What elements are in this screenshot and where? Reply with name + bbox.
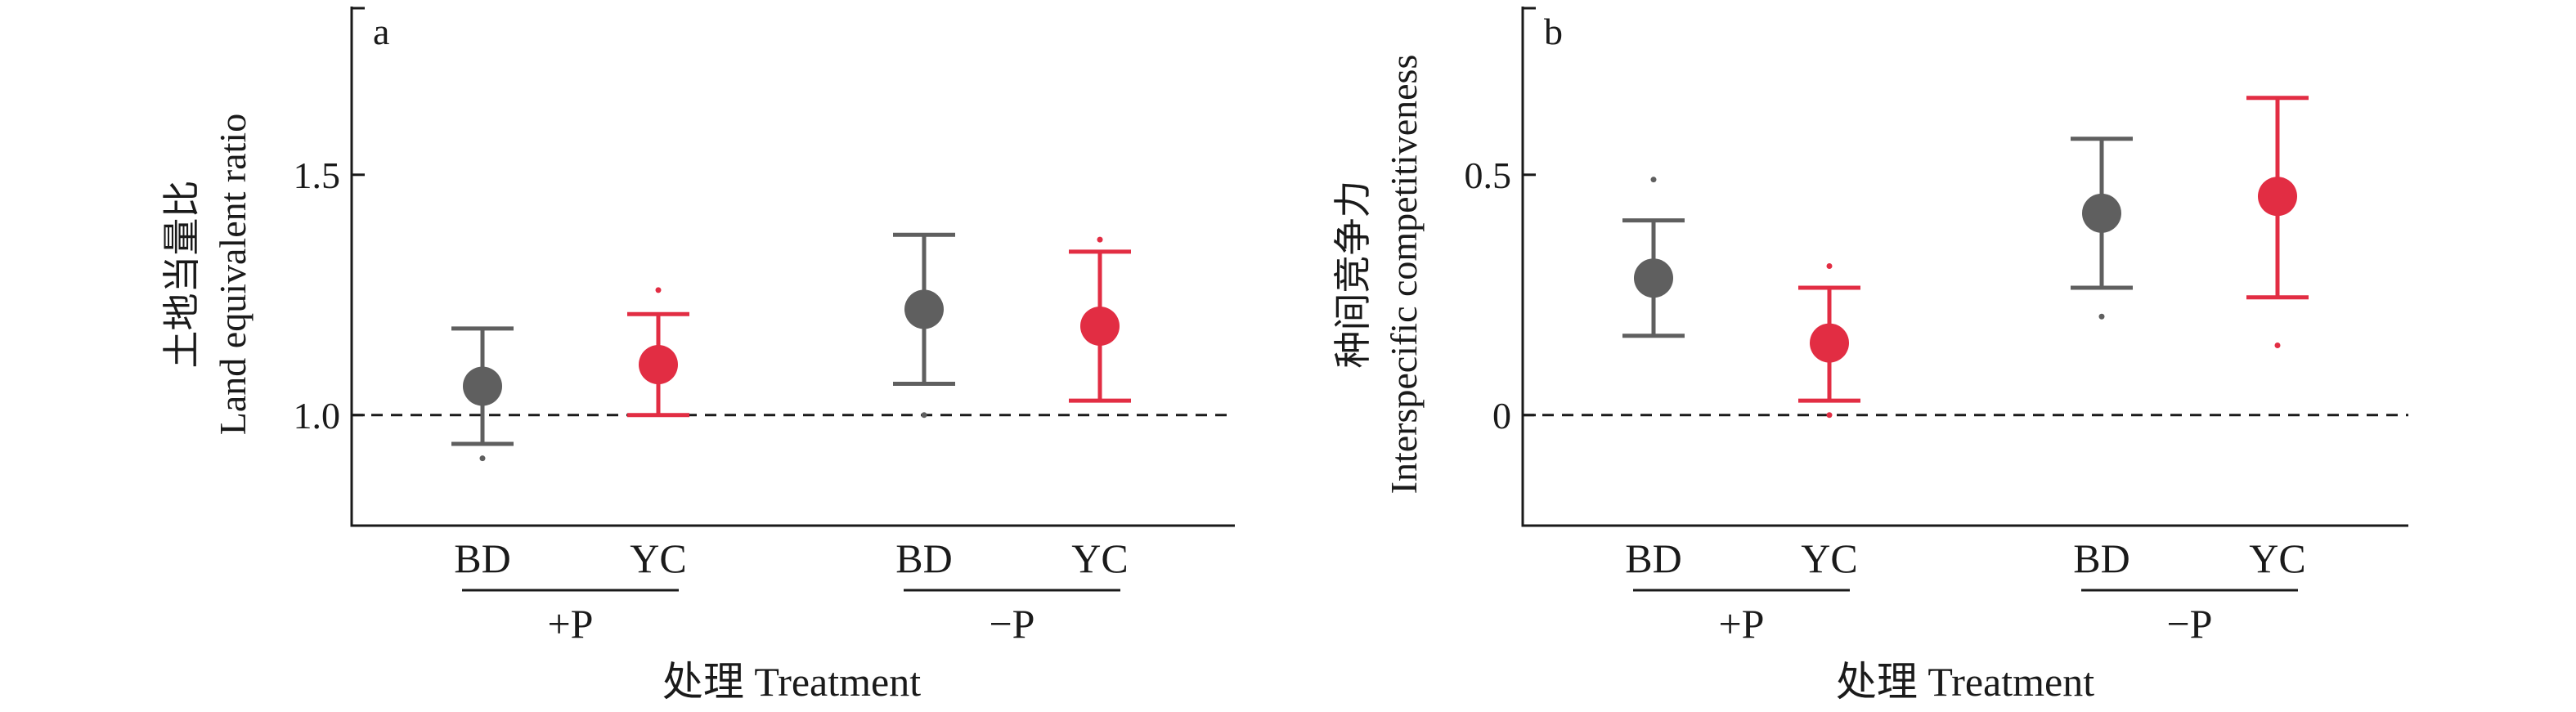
chart-panel-b: 0 0.5 b 种间竞争力 Interspecific competitiveness B… (1332, 7, 2408, 705)
axis-frame (1521, 7, 2408, 527)
category-label: YC (630, 535, 686, 581)
mean-marker (2258, 177, 2297, 217)
outlier-dot (921, 412, 927, 419)
outlier-dot (479, 455, 486, 462)
group-label: −P (2166, 601, 2212, 647)
category-label: BD (895, 535, 952, 581)
outlier-dot (2098, 313, 2105, 320)
data-point (2071, 137, 2133, 320)
panel-label: a (373, 11, 389, 52)
data-point (627, 287, 689, 418)
mean-marker (1810, 323, 1849, 363)
y-axis-label-cn: 种间竞争力 (1332, 181, 1374, 369)
mean-marker (2082, 193, 2121, 233)
category-label: YC (1801, 535, 1857, 581)
mean-marker (904, 289, 944, 329)
data-point (1798, 263, 1860, 419)
data-point (893, 232, 955, 419)
category-label: BD (454, 535, 510, 581)
data-point (1622, 177, 1685, 338)
y-tick-label: 1.5 (294, 154, 341, 196)
data-point (1069, 236, 1131, 403)
mean-marker (1080, 306, 1120, 346)
data-point (2246, 96, 2309, 349)
group-label: +P (1718, 601, 1764, 647)
outlier-dot (1650, 177, 1657, 183)
mean-marker (639, 345, 678, 385)
chart-panel-a: 1.0 1.5 a 土地当量比 Land equivalent ratio BD YC +P B… (161, 7, 1235, 705)
outlier-dot (1826, 412, 1833, 419)
group-label: −P (989, 601, 1034, 647)
y-axis-label-en: Interspecific competitiveness (1383, 55, 1425, 495)
panel-label: b (1544, 11, 1563, 52)
outlier-dot (1097, 236, 1103, 243)
y-tick-label: 1.0 (294, 395, 341, 437)
outlier-dot (2274, 343, 2281, 349)
axis-frame (350, 7, 1235, 527)
y-tick-label: 0.5 (1465, 154, 1512, 196)
outlier-dot (655, 287, 662, 293)
x-axis-label: 处理 Treatment (1836, 659, 2094, 705)
outlier-dot (1826, 263, 1833, 269)
y-axis-label-cn: 土地当量比 (161, 181, 203, 369)
category-label: YC (2249, 535, 2305, 581)
group-label: +P (547, 601, 593, 647)
x-axis-label: 处理 Treatment (662, 659, 921, 705)
category-label: BD (2073, 535, 2129, 581)
category-label: YC (1071, 535, 1128, 581)
category-label: BD (1625, 535, 1681, 581)
mean-marker (463, 366, 502, 406)
y-axis-label-en: Land equivalent ratio (212, 114, 254, 435)
data-point (451, 326, 514, 462)
mean-marker (1634, 258, 1673, 298)
y-tick-label: 0 (1492, 395, 1511, 437)
